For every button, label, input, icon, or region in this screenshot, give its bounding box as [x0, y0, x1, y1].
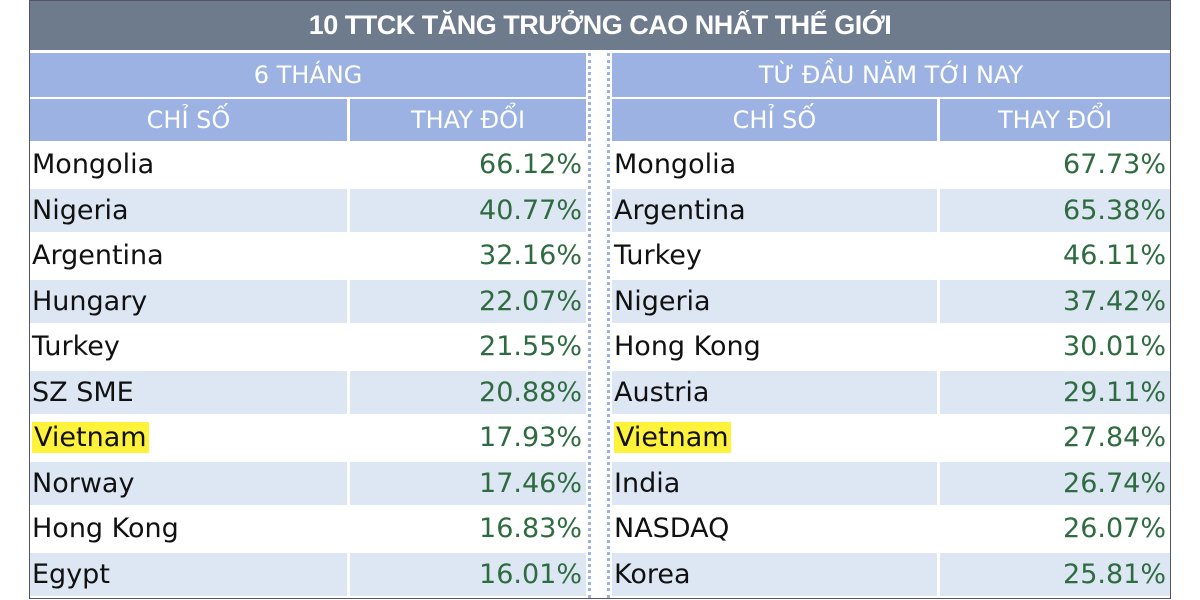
name-text: Turkey — [32, 331, 120, 363]
change-value: 17.46% — [350, 461, 586, 505]
name-text: Nigeria — [614, 285, 711, 317]
index-name: NASDAQ — [612, 507, 937, 551]
value-text: 26.74% — [1063, 467, 1166, 499]
column-header: THAY ĐỔI — [350, 99, 586, 141]
name-text: Egypt — [32, 558, 110, 590]
name-text: Mongolia — [32, 149, 155, 181]
value-text: 26.07% — [1063, 513, 1166, 545]
change-value: 26.07% — [940, 507, 1170, 551]
value-text: 16.01% — [479, 558, 582, 590]
index-name: Argentina — [30, 234, 347, 278]
name-text: Norway — [32, 467, 135, 499]
value-text: 40.77% — [479, 194, 582, 226]
value-text: 32.16% — [479, 240, 582, 272]
index-name: Mongolia — [612, 143, 937, 187]
name-text: Vietnam — [614, 422, 731, 454]
column-header: THAY ĐỔI — [940, 99, 1170, 141]
column-header: CHỈ SỐ — [30, 99, 347, 141]
index-name: Nigeria — [30, 188, 347, 232]
name-text: Hungary — [32, 285, 148, 317]
index-name: Hong Kong — [30, 507, 347, 551]
name-text: Hong Kong — [614, 331, 761, 363]
name-text: Vietnam — [32, 422, 149, 454]
index-name: Argentina — [612, 188, 937, 232]
change-value: 26.74% — [940, 461, 1170, 505]
index-name: Hungary — [30, 279, 347, 323]
change-value: 67.73% — [940, 143, 1170, 187]
change-value: 32.16% — [350, 234, 586, 278]
index-name: SZ SME — [30, 370, 347, 414]
value-text: 65.38% — [1063, 194, 1166, 226]
change-value: 16.83% — [350, 507, 586, 551]
value-text: 25.81% — [1063, 558, 1166, 590]
value-text: 20.88% — [479, 376, 582, 408]
index-name: Norway — [30, 461, 347, 505]
index-name: Austria — [612, 370, 937, 414]
value-text: 22.07% — [479, 285, 582, 317]
change-value: 66.12% — [350, 143, 586, 187]
change-value: 37.42% — [940, 279, 1170, 323]
value-text: 46.11% — [1063, 240, 1166, 272]
index-name: Turkey — [612, 234, 937, 278]
value-text: 30.01% — [1063, 331, 1166, 363]
change-value: 20.88% — [350, 370, 586, 414]
title: 10 TTCK TĂNG TRƯỞNG CAO NHẤT THẾ GIỚI — [30, 0, 1170, 50]
index-name: Nigeria — [612, 279, 937, 323]
value-text: 16.83% — [479, 513, 582, 545]
change-value: 25.81% — [940, 552, 1170, 596]
name-text: India — [614, 467, 681, 499]
name-text: Turkey — [614, 240, 702, 272]
change-value: 65.38% — [940, 188, 1170, 232]
value-text: 17.93% — [479, 422, 582, 454]
change-value: 29.11% — [940, 370, 1170, 414]
value-text: 37.42% — [1063, 285, 1166, 317]
column-header: CHỈ SỐ — [612, 99, 937, 141]
name-text: Hong Kong — [32, 513, 179, 545]
change-value: 22.07% — [350, 279, 586, 323]
change-value: 27.84% — [940, 416, 1170, 460]
index-name: Vietnam — [30, 416, 347, 460]
section-header: 6 THÁNG — [30, 53, 586, 97]
name-text: SZ SME — [32, 376, 134, 408]
value-text: 21.55% — [479, 331, 582, 363]
index-name: Mongolia — [30, 143, 347, 187]
value-text: 66.12% — [479, 149, 582, 181]
value-text: 29.11% — [1063, 376, 1166, 408]
change-value: 16.01% — [350, 552, 586, 596]
change-value: 40.77% — [350, 188, 586, 232]
section-header: TỪ ĐẦU NĂM TỚI NAY — [612, 53, 1170, 97]
name-text: Mongolia — [614, 149, 737, 181]
index-name: India — [612, 461, 937, 505]
value-text: 17.46% — [479, 467, 582, 499]
index-name: Vietnam — [612, 416, 937, 460]
name-text: Argentina — [32, 240, 164, 272]
value-text: 67.73% — [1063, 149, 1166, 181]
change-value: 30.01% — [940, 325, 1170, 369]
index-name: Egypt — [30, 552, 347, 596]
name-text: Austria — [614, 376, 710, 408]
name-text: Argentina — [614, 194, 746, 226]
index-name: Turkey — [30, 325, 347, 369]
name-text: Korea — [614, 558, 691, 590]
divider — [588, 53, 610, 598]
change-value: 21.55% — [350, 325, 586, 369]
index-name: Hong Kong — [612, 325, 937, 369]
value-text: 27.84% — [1063, 422, 1166, 454]
name-text: Nigeria — [32, 194, 129, 226]
name-text: NASDAQ — [614, 513, 730, 545]
change-value: 46.11% — [940, 234, 1170, 278]
change-value: 17.93% — [350, 416, 586, 460]
index-name: Korea — [612, 552, 937, 596]
